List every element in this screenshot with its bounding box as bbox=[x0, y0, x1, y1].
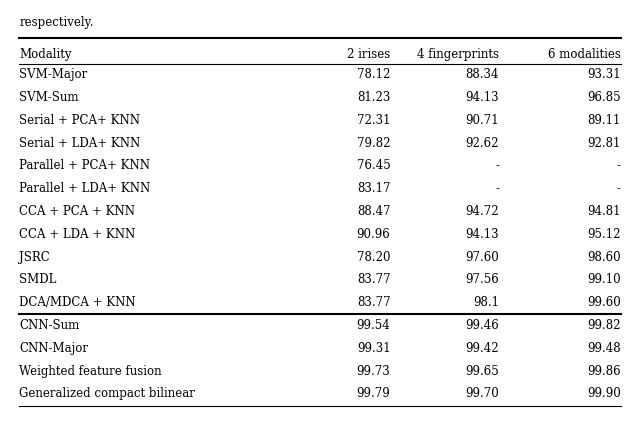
Text: Weighted feature fusion: Weighted feature fusion bbox=[19, 364, 162, 378]
Text: 78.12: 78.12 bbox=[357, 68, 390, 81]
Text: CNN-Major: CNN-Major bbox=[19, 342, 88, 355]
Text: 78.20: 78.20 bbox=[357, 250, 390, 264]
Text: 94.13: 94.13 bbox=[465, 228, 499, 241]
Text: 99.90: 99.90 bbox=[587, 387, 621, 401]
Text: 88.47: 88.47 bbox=[357, 205, 390, 218]
Text: Serial + PCA+ KNN: Serial + PCA+ KNN bbox=[19, 114, 140, 127]
Text: 95.12: 95.12 bbox=[588, 228, 621, 241]
Text: Parallel + LDA+ KNN: Parallel + LDA+ KNN bbox=[19, 182, 150, 195]
Text: 94.72: 94.72 bbox=[465, 205, 499, 218]
Text: 98.60: 98.60 bbox=[587, 250, 621, 264]
Text: CCA + PCA + KNN: CCA + PCA + KNN bbox=[19, 205, 135, 218]
Text: respectively.: respectively. bbox=[19, 16, 93, 29]
Text: SMDL: SMDL bbox=[19, 273, 56, 287]
Text: Modality: Modality bbox=[19, 48, 72, 61]
Text: -: - bbox=[617, 182, 621, 195]
Text: 94.81: 94.81 bbox=[588, 205, 621, 218]
Text: 97.56: 97.56 bbox=[465, 273, 499, 287]
Text: 89.11: 89.11 bbox=[588, 114, 621, 127]
Text: 81.23: 81.23 bbox=[357, 91, 390, 104]
Text: 99.79: 99.79 bbox=[356, 387, 390, 401]
Text: -: - bbox=[617, 159, 621, 173]
Text: CCA + LDA + KNN: CCA + LDA + KNN bbox=[19, 228, 136, 241]
Text: 99.46: 99.46 bbox=[465, 319, 499, 332]
Text: 2 irises: 2 irises bbox=[347, 48, 390, 61]
Text: 76.45: 76.45 bbox=[356, 159, 390, 173]
Text: 92.81: 92.81 bbox=[588, 136, 621, 150]
Text: 4 fingerprints: 4 fingerprints bbox=[417, 48, 499, 61]
Text: 6 modalities: 6 modalities bbox=[548, 48, 621, 61]
Text: 94.13: 94.13 bbox=[465, 91, 499, 104]
Text: 99.60: 99.60 bbox=[587, 296, 621, 309]
Text: 88.34: 88.34 bbox=[466, 68, 499, 81]
Text: Parallel + PCA+ KNN: Parallel + PCA+ KNN bbox=[19, 159, 150, 173]
Text: Generalized compact bilinear: Generalized compact bilinear bbox=[19, 387, 195, 401]
Text: 93.31: 93.31 bbox=[587, 68, 621, 81]
Text: 90.71: 90.71 bbox=[465, 114, 499, 127]
Text: 72.31: 72.31 bbox=[357, 114, 390, 127]
Text: Serial + LDA+ KNN: Serial + LDA+ KNN bbox=[19, 136, 140, 150]
Text: 90.96: 90.96 bbox=[356, 228, 390, 241]
Text: SVM-Major: SVM-Major bbox=[19, 68, 88, 81]
Text: 99.86: 99.86 bbox=[587, 364, 621, 378]
Text: 99.73: 99.73 bbox=[356, 364, 390, 378]
Text: 92.62: 92.62 bbox=[466, 136, 499, 150]
Text: JSRC: JSRC bbox=[19, 250, 50, 264]
Text: 99.10: 99.10 bbox=[587, 273, 621, 287]
Text: 99.65: 99.65 bbox=[465, 364, 499, 378]
Text: 79.82: 79.82 bbox=[357, 136, 390, 150]
Text: 99.70: 99.70 bbox=[465, 387, 499, 401]
Text: 99.42: 99.42 bbox=[465, 342, 499, 355]
Text: 83.77: 83.77 bbox=[356, 273, 390, 287]
Text: 99.82: 99.82 bbox=[588, 319, 621, 332]
Text: 97.60: 97.60 bbox=[465, 250, 499, 264]
Text: DCA/MDCA + KNN: DCA/MDCA + KNN bbox=[19, 296, 136, 309]
Text: SVM-Sum: SVM-Sum bbox=[19, 91, 79, 104]
Text: 99.31: 99.31 bbox=[356, 342, 390, 355]
Text: -: - bbox=[495, 182, 499, 195]
Text: -: - bbox=[495, 159, 499, 173]
Text: 96.85: 96.85 bbox=[587, 91, 621, 104]
Text: 83.17: 83.17 bbox=[357, 182, 390, 195]
Text: 98.1: 98.1 bbox=[473, 296, 499, 309]
Text: 83.77: 83.77 bbox=[356, 296, 390, 309]
Text: 99.54: 99.54 bbox=[356, 319, 390, 332]
Text: CNN-Sum: CNN-Sum bbox=[19, 319, 79, 332]
Text: 99.48: 99.48 bbox=[587, 342, 621, 355]
